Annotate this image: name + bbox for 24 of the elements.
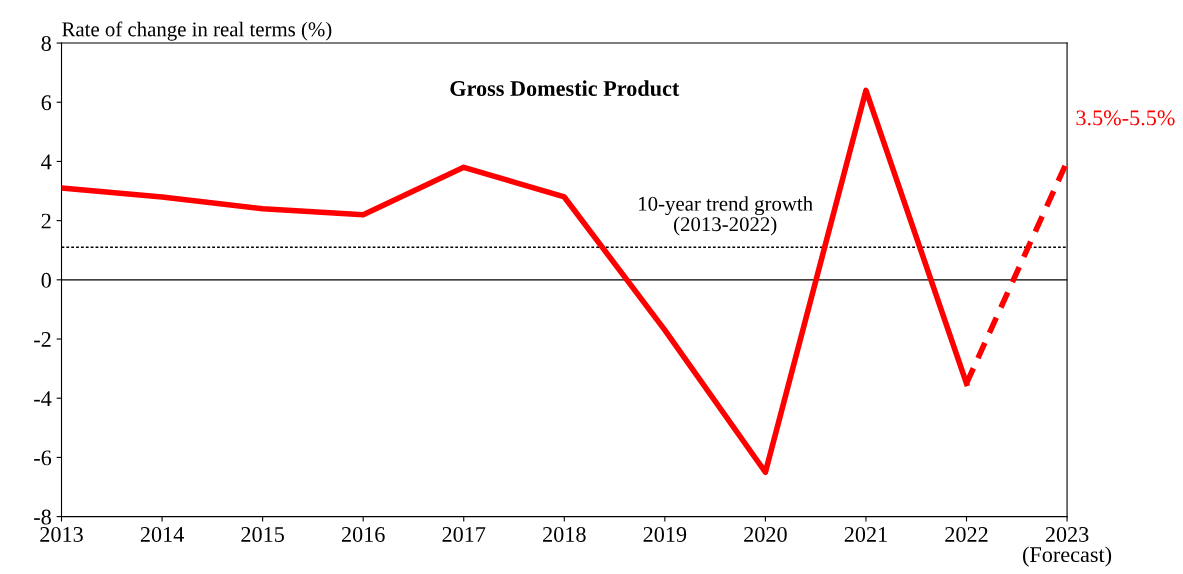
x-tick-label: 2017 [442, 526, 486, 542]
y-tick-label: 8 [41, 35, 51, 51]
text: Gross Domestic Product [450, 80, 680, 97]
y-tick-label: -8 [34, 509, 51, 525]
y-tick-label: -2 [34, 332, 51, 347]
y-tick-label: 0 [41, 272, 51, 288]
x-tick-label: 2013 [40, 526, 83, 542]
y-tick-label: 2 [41, 213, 51, 229]
x-tick-label: 2020 [744, 526, 787, 542]
y-axis-title: Rate of change in real terms (%) [62, 21, 332, 41]
y-tick-label: -4 [34, 391, 52, 406]
x-tick-label: 2022 [945, 526, 988, 542]
y-tick-label: 6 [41, 95, 52, 111]
x-tick-label: 2021 [844, 526, 887, 542]
x-tick-label: 2018 [543, 526, 586, 542]
ref-line-label: 10-year trend growth (2013-2022) [639, 196, 813, 236]
x-tick-label: 2019 [643, 526, 687, 542]
x-tick-label: 2014 [140, 526, 184, 542]
y-tick-label: -6 [34, 450, 52, 466]
annotation: 3.5%-5.5% [1076, 110, 1175, 126]
y-tick-label: 4 [41, 154, 52, 170]
x-tick-label: 2023 (Forecast) [1023, 526, 1112, 567]
x-tick-label: 2015 [241, 526, 284, 542]
x-tick-label: 2016 [341, 526, 385, 542]
